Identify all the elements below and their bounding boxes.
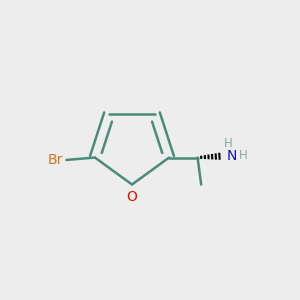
Text: H: H: [224, 137, 232, 150]
Text: Br: Br: [47, 153, 63, 167]
Text: N: N: [227, 149, 237, 163]
Text: O: O: [127, 190, 137, 204]
Text: H: H: [239, 149, 248, 162]
